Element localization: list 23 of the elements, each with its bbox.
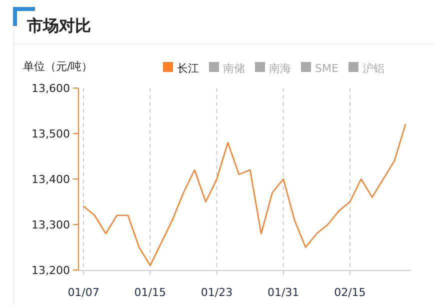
y-axis-title: 单位（元/吨）	[23, 60, 93, 73]
legend-item: SME	[301, 62, 338, 75]
legend-item: 长江	[163, 62, 199, 75]
y-tick-label: 13,200	[32, 264, 70, 277]
y-tick-label: 13,300	[32, 218, 70, 232]
legend-item: 南海	[255, 62, 291, 75]
legend-item: 南储	[209, 62, 245, 75]
legend-label: 南海	[269, 62, 291, 75]
y-tick-label: 13,500	[32, 128, 70, 140]
legend-label: 长江	[177, 62, 199, 75]
x-tick-label: 01/07	[68, 286, 100, 299]
legend-label: 南储	[223, 62, 245, 75]
x-tick-label: 02/15	[334, 286, 366, 299]
y-tick-label: 13,400	[32, 173, 70, 186]
chart-title: 市场对比	[26, 16, 91, 35]
x-tick-label: 01/23	[200, 286, 233, 299]
line-series	[82, 124, 406, 266]
legend-label: SME	[315, 62, 338, 75]
legend-label: 沪铝	[362, 62, 384, 75]
x-tick-label: 01/31	[268, 286, 300, 299]
legend-item: 沪铝	[348, 62, 384, 75]
x-tick-label: 01/15	[134, 286, 166, 299]
y-tick-label: 13,600	[32, 82, 70, 95]
